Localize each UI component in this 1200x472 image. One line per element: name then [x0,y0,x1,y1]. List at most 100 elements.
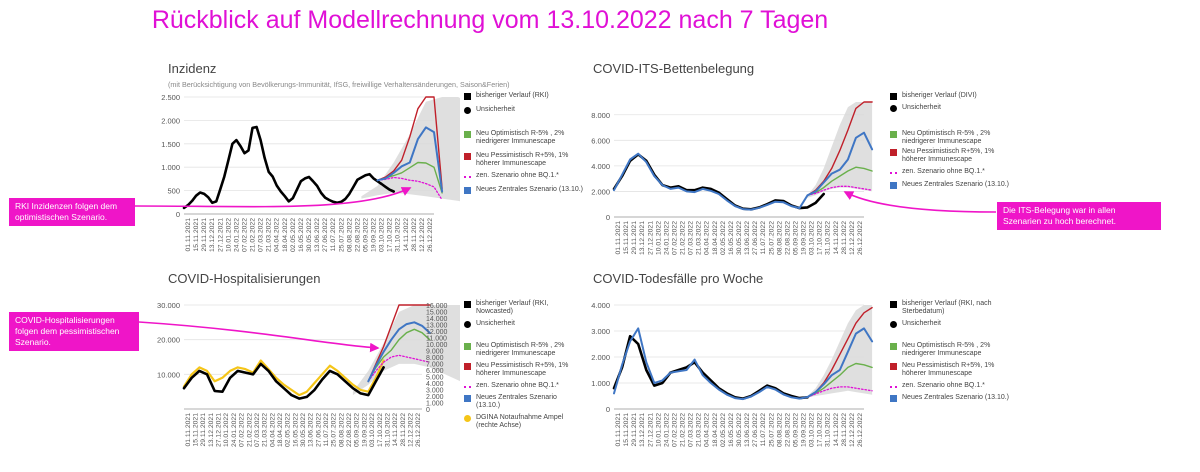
legend-label: Unsicherheit [902,104,941,111]
legend-label: bisheriger Verlauf (RKI) [476,92,549,99]
x-tick-label: 21.02.2022 [680,221,687,255]
x-tick-label: 02.05.2022 [285,413,292,447]
x-tick-label: 31.10.2022 [385,413,392,447]
x-tick-label: 16.05.2022 [292,413,299,447]
chart-title: Inzidenz [168,61,217,76]
y2-tick-label: 14.000 [426,316,448,323]
x-tick-label: 11.07.2022 [330,218,337,252]
x-tick-label: 01.11.2021 [615,221,622,255]
x-tick-label: 05.09.2022 [354,413,361,447]
x-tick-label: 21.03.2022 [696,413,703,447]
x-tick-label: 11.07.2022 [760,221,767,255]
x-tick-label: 01.11.2021 [615,413,622,447]
x-tick-label: 07.03.2022 [254,413,261,447]
chart-incidence: 0 500 1.000 1.500 2.000 2.500 01.11.2021 15.11.… [161,93,460,252]
x-tick-label: 11.07.2022 [760,413,767,447]
x-tick-label: 02.05.2022 [720,413,727,447]
x-tick-label: 28.11.2022 [411,218,418,252]
y-tick-label: 0 [176,210,180,219]
y-tick-label: 2.000 [161,116,180,125]
x-tick-label: 14.11.2022 [833,413,840,447]
legend-swatch-central [890,395,897,402]
x-tick-label: 31.10.2022 [825,221,832,255]
series-line-historical [612,334,809,400]
y-tick-label: 0 [606,213,610,222]
x-tick-label: 19.09.2022 [371,218,378,252]
legend-swatch-central [464,395,471,402]
x-tick-label: 31.10.2022 [395,218,402,252]
legend-swatch-optimistic [890,131,897,138]
y-tick-label: 10.000 [157,370,180,379]
x-tick-label: 25.07.2022 [331,413,338,447]
legend-label: Neues Zentrales Szenario (13.10.) [902,394,1009,401]
chart-title: COVID-Todesfälle pro Woche [593,271,764,286]
x-tick-label: 10.01.2022 [655,413,662,447]
x-tick-label: 30.05.2022 [300,413,307,447]
x-tick-label: 05.09.2022 [793,221,800,255]
x-tick-label: 21.03.2022 [262,413,269,447]
legend-label: Neu Pessimistisch R+5%, 1% höherer Immun… [476,362,569,377]
y2-tick-label: 7.000 [426,362,444,369]
x-tick-label: 22.08.2022 [346,413,353,447]
legend-swatch-no-bq [890,172,897,174]
x-tick-label: 15.11.2021 [623,413,630,447]
y-tick-label: 3.000 [591,327,610,336]
legend-label: Neu Optimistisch R-5% , 2% niedrigerer I… [476,130,565,145]
x-tick-label: 29.11.2021 [631,413,638,447]
page-title: Rückblick auf Modellrechnung vom 13.10.2… [151,6,829,34]
y2-tick-label: 9.000 [426,349,444,356]
x-tick-label: 21.02.2022 [246,413,253,447]
x-tick-label: 18.04.2022 [282,218,289,252]
legend-label: zen. Szenario ohne BQ.1.* [476,382,559,389]
y-tick-label: 20.000 [157,336,180,345]
y2-tick-label: 3.000 [426,388,444,395]
legend-swatch-uncertainty [464,107,471,114]
x-tick-label: 07.03.2022 [258,218,265,252]
series-line-pessimistic [376,96,443,189]
legend-label: Neu Pessimistisch R+5%, 1% höherer Immun… [902,148,995,163]
y-tick-label: 4.000 [591,301,610,310]
legend-label: Neues Zentrales Szenario (13.10.) [902,181,1009,188]
x-tick-label: 26.12.2022 [427,218,434,252]
x-tick-label: 13.12.2021 [639,221,646,255]
legend-swatch-optimistic [464,131,471,138]
y-tick-label: 2.000 [591,187,610,196]
legend-swatch-uncertainty [464,321,471,328]
legend-label: bisheriger Verlauf (RKI, nach Sterbedatu… [902,300,992,315]
x-tick-label: 05.09.2022 [363,218,370,252]
x-tick-label: 28.11.2022 [400,413,407,447]
x-tick-label: 26.12.2022 [415,413,422,447]
legend-swatch-pessimistic [890,363,897,370]
y2-tick-label: 2.000 [426,394,444,401]
x-tick-label: 13.12.2021 [209,218,216,252]
series-line-optimistic [806,166,873,196]
series-line-dgina [182,359,385,397]
legend-swatch-central [890,182,897,189]
x-tick-label: 12.12.2022 [408,413,415,447]
y-tick-label: 1.000 [161,163,180,172]
x-tick-label: 03.10.2022 [369,413,376,447]
series-line-no-bq [806,185,873,196]
legend-label: zen. Szenario ohne BQ.1.* [476,172,559,179]
y2-tick-label: 11.000 [426,336,447,343]
x-tick-label: 17.10.2022 [817,221,824,255]
x-tick-label: 14.11.2022 [403,218,410,252]
x-tick-label: 29.11.2021 [201,218,208,252]
series-line-pessimistic [367,304,431,382]
x-tick-label: 15.11.2021 [193,218,200,252]
x-tick-label: 07.03.2022 [688,413,695,447]
legend-incidence: bisheriger Verlauf (RKI) Unsicherheit Ne… [464,90,584,270]
x-tick-label: 18.04.2022 [277,413,284,447]
x-tick-label: 15.11.2021 [193,413,200,447]
x-tick-label: 27.06.2022 [315,413,322,447]
x-tick-label: 21.02.2022 [250,218,257,252]
legend-swatch-optimistic [464,343,471,350]
x-tick-label: 17.10.2022 [817,413,824,447]
x-tick-label: 27.12.2021 [647,221,654,255]
x-tick-label: 12.12.2022 [849,413,856,447]
series-line-historical [182,125,395,210]
x-tick-label: 13.06.2022 [308,413,315,447]
legend-swatch-uncertainty [890,321,897,328]
x-tick-label: 01.11.2021 [185,413,192,447]
